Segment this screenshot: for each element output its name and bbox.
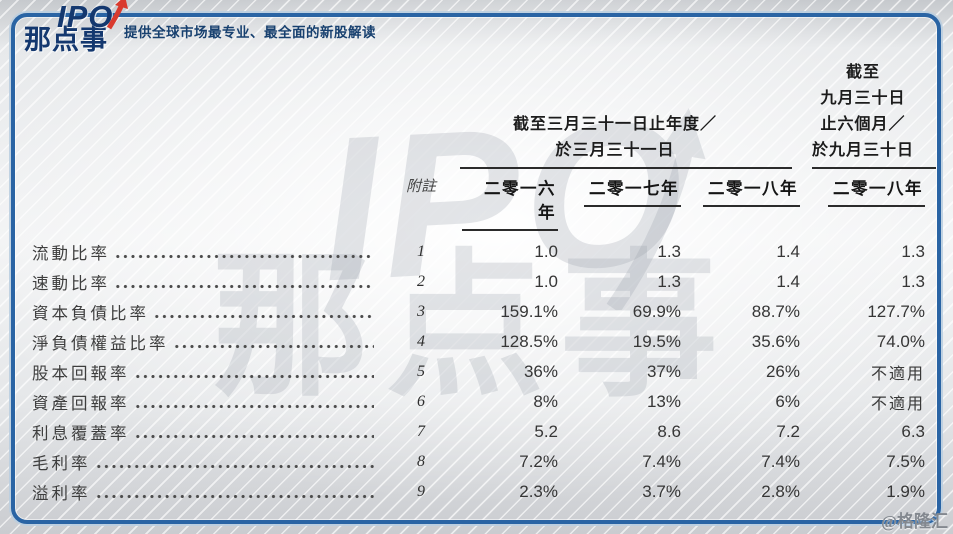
group-interim-line3: 止六個月／ <box>820 116 906 133</box>
table-body: 流動比率 1 1.0 1.3 1.4 1.3 速動比率 2 1.0 1.3 1.… <box>30 237 925 507</box>
table-row: 股本回報率 5 36% 37% 26% 不適用 <box>32 362 925 383</box>
watermark-brand-text: 那点事 <box>212 239 734 415</box>
table-row: 淨負債權益比率 4 128.5% 19.5% 35.6% 74.0% <box>32 332 925 353</box>
dot-leader <box>114 254 374 259</box>
note-column-header: 附註 <box>405 179 436 195</box>
brand-logo: IPO 那点事 <box>24 0 129 55</box>
year-col-2018: 二零一八年 <box>681 175 800 207</box>
group-annual-line1: 截至三月三十一日止年度／ <box>512 116 717 133</box>
brand-logo-cn: 那点事 <box>24 25 108 55</box>
dot-leader <box>133 404 374 409</box>
year-col-2016: 二零一六年 <box>462 175 558 231</box>
dot-leader <box>114 284 374 289</box>
table-row: 資產回報率 6 8% 13% 6% 不適用 <box>32 392 925 413</box>
year-col-2017: 二零一七年 <box>558 175 681 207</box>
column-group-interim: 截至 九月三十日 止六個月／ 於九月三十日 <box>796 60 930 164</box>
content-frame-border <box>11 13 941 524</box>
group-interim-line1: 截至 <box>845 64 880 81</box>
group-interim-line2: 九月三十日 <box>820 90 906 107</box>
table-row: 資本負債比率 3 159.1% 69.9% 88.7% 127.7% <box>32 302 925 323</box>
group-interim-underline <box>812 167 936 169</box>
column-group-annual: 截至三月三十一日止年度／ 於三月三十一日 <box>450 112 780 164</box>
credit-watermark: @格隆汇 <box>881 512 948 531</box>
table-row: 溢利率 9 2.3% 3.7% 2.8% 1.9% <box>32 482 925 503</box>
financial-ratios-table: 截至三月三十一日止年度／ 於三月三十一日 截至 九月三十日 止六個月／ 於九月三… <box>30 55 936 520</box>
group-interim-line4: 於九月三十日 <box>811 142 914 159</box>
dot-leader <box>133 374 374 379</box>
table-row: 利息覆蓋率 7 5.2 8.6 7.2 6.3 <box>32 422 925 443</box>
table-row: 毛利率 8 7.2% 7.4% 7.4% 7.5% <box>32 452 925 473</box>
dot-leader <box>94 494 374 499</box>
year-header-row: 附註 二零一六年 二零一七年 二零一八年 二零一八年 <box>30 175 925 231</box>
table-row: 速動比率 2 1.0 1.3 1.4 1.3 <box>32 272 925 293</box>
dot-leader <box>153 314 374 319</box>
table-row: 流動比率 1 1.0 1.3 1.4 1.3 <box>32 242 925 263</box>
dot-leader <box>172 344 374 349</box>
brand-tagline: 提供全球市场最专业、最全面的新股解读 <box>124 25 376 40</box>
group-annual-underline <box>460 167 792 169</box>
red-arrow-icon <box>107 0 129 30</box>
group-annual-line2: 於三月三十一日 <box>555 142 675 159</box>
brand-logo-ipo: IPO <box>57 0 129 34</box>
dot-leader <box>133 434 374 439</box>
dot-leader <box>94 464 374 469</box>
year-col-interim-2018: 二零一八年 <box>800 175 925 207</box>
watermark-arrow-icon <box>606 108 706 312</box>
brand-logo-ipo-text: IPO <box>57 0 114 34</box>
